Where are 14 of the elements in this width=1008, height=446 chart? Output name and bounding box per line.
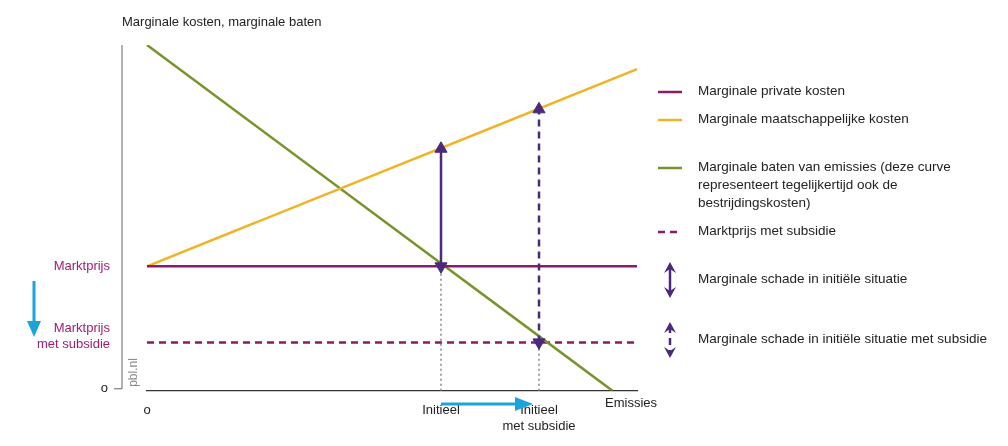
legend-label: Marginale private kosten [698,82,847,100]
legend-label: Marginale baten van emissies (deze curve representeert tegelijkertijd ook de bestrijdingskosten) [698,158,952,212]
text: pbl.nl [126,358,141,387]
legend-label: Marktprijs met subsidie [698,222,838,240]
x-axis-title: Emissies [605,394,658,410]
text: Marktprijs [53,257,111,273]
legend-label: Marginale schade in initiële situatie met subsidie [698,330,988,348]
x-tick-label: o [143,402,151,418]
legend-label: Marginale schade in initiële situatie [698,270,909,288]
text: o [100,380,108,396]
text: Marktprijs met subsidie [37,319,111,351]
y-axis-title: Marginale kosten, marginale baten [122,14,322,30]
legend-label: Marginale maatschappelijke kosten [698,110,910,128]
x-tick-label: Initieel [422,402,460,418]
